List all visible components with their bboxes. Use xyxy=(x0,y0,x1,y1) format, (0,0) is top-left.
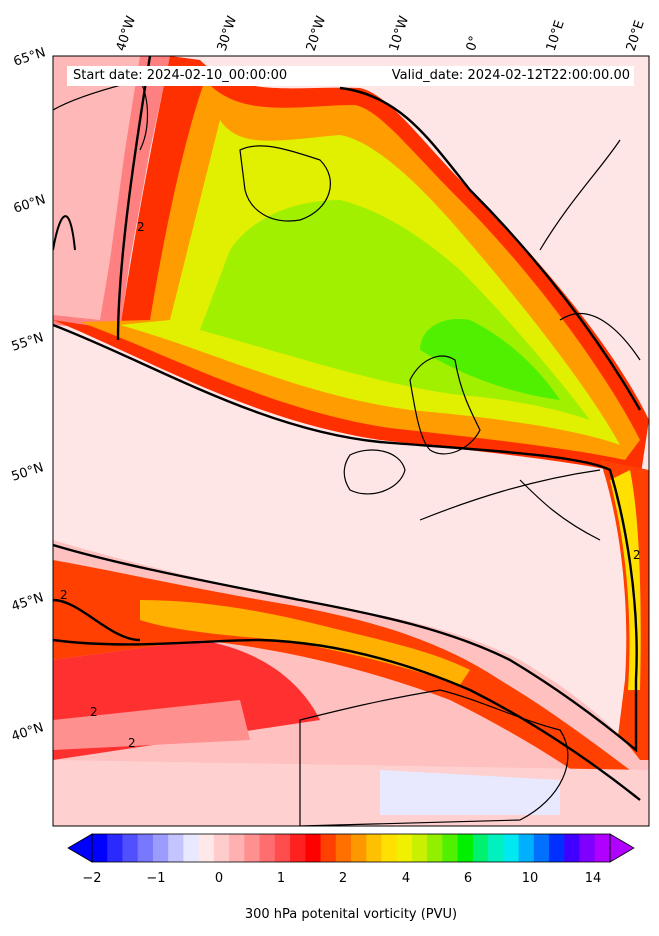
colorbar-segment xyxy=(442,834,459,862)
colorbar-segment xyxy=(457,834,474,862)
colorbar-title: 300 hPa potenital vorticity (PVU) xyxy=(244,907,458,922)
colorbar-segment xyxy=(472,834,489,862)
colorbar-extend-max xyxy=(609,833,635,863)
contour-label: 2 xyxy=(90,705,98,719)
colorbar-segment xyxy=(183,834,200,862)
colorbar-segment xyxy=(290,834,306,862)
colorbar-tick-label: −2 xyxy=(82,871,102,886)
valid-date: Valid_date: 2024-02-12T22:00:00.00 xyxy=(391,68,630,83)
colorbar-tick-label: −1 xyxy=(146,871,166,886)
contour-label: 2 xyxy=(137,220,145,234)
colorbar-segment xyxy=(274,834,291,862)
colorbar-segment xyxy=(229,834,245,862)
colorbar-segment xyxy=(320,834,337,862)
colorbar-segment xyxy=(305,834,322,862)
map-frame xyxy=(52,55,650,827)
colorbar-segment xyxy=(381,834,398,862)
colorbar-segment xyxy=(411,834,428,862)
colorbar-segment xyxy=(92,834,108,862)
colorbar-tick-label: 2 xyxy=(338,871,348,886)
contour-label: 2 xyxy=(60,588,68,602)
colorbar-segment xyxy=(488,834,504,862)
colorbar-segment xyxy=(213,834,230,862)
date-info-box: Start date: 2024-02-10_00:00:00 Valid_da… xyxy=(67,66,634,86)
colorbar-segment xyxy=(122,834,139,862)
colorbar-segment xyxy=(152,834,169,862)
pv-field xyxy=(53,56,649,826)
colorbar-tick-label: 6 xyxy=(463,871,473,886)
start-date: Start date: 2024-02-10_00:00:00 xyxy=(73,68,288,83)
colorbar-segment xyxy=(427,834,443,862)
colorbar xyxy=(67,833,635,863)
colorbar-segment xyxy=(518,834,535,862)
colorbar-tick-label: 14 xyxy=(584,871,602,886)
colorbar-segment xyxy=(107,834,123,862)
colorbar-tick-label: 1 xyxy=(276,871,286,886)
contour-label: 2 xyxy=(633,548,641,562)
colorbar-segment xyxy=(396,834,413,862)
colorbar-segment xyxy=(579,834,596,862)
colorbar-frame xyxy=(91,833,611,863)
colorbar-segment xyxy=(533,834,550,862)
colorbar-segment xyxy=(335,834,352,862)
colorbar-tick-label: 4 xyxy=(401,871,411,886)
colorbar-segment xyxy=(198,834,215,862)
colorbar-segment xyxy=(594,834,611,862)
colorbar-segment xyxy=(549,834,565,862)
colorbar-tick-label: 10 xyxy=(521,871,539,886)
colorbar-segment xyxy=(351,834,367,862)
colorbar-segment xyxy=(137,834,154,862)
colorbar-segment xyxy=(168,834,184,862)
colorbar-segment xyxy=(564,834,581,862)
colorbar-segment xyxy=(259,834,276,862)
colorbar-extend-min xyxy=(67,833,93,863)
colorbar-segment xyxy=(366,834,382,862)
contour-label: 2 xyxy=(128,736,136,750)
colorbar-segment xyxy=(503,834,520,862)
colorbar-segment xyxy=(244,834,261,862)
colorbar-tick-label: 0 xyxy=(214,871,224,886)
